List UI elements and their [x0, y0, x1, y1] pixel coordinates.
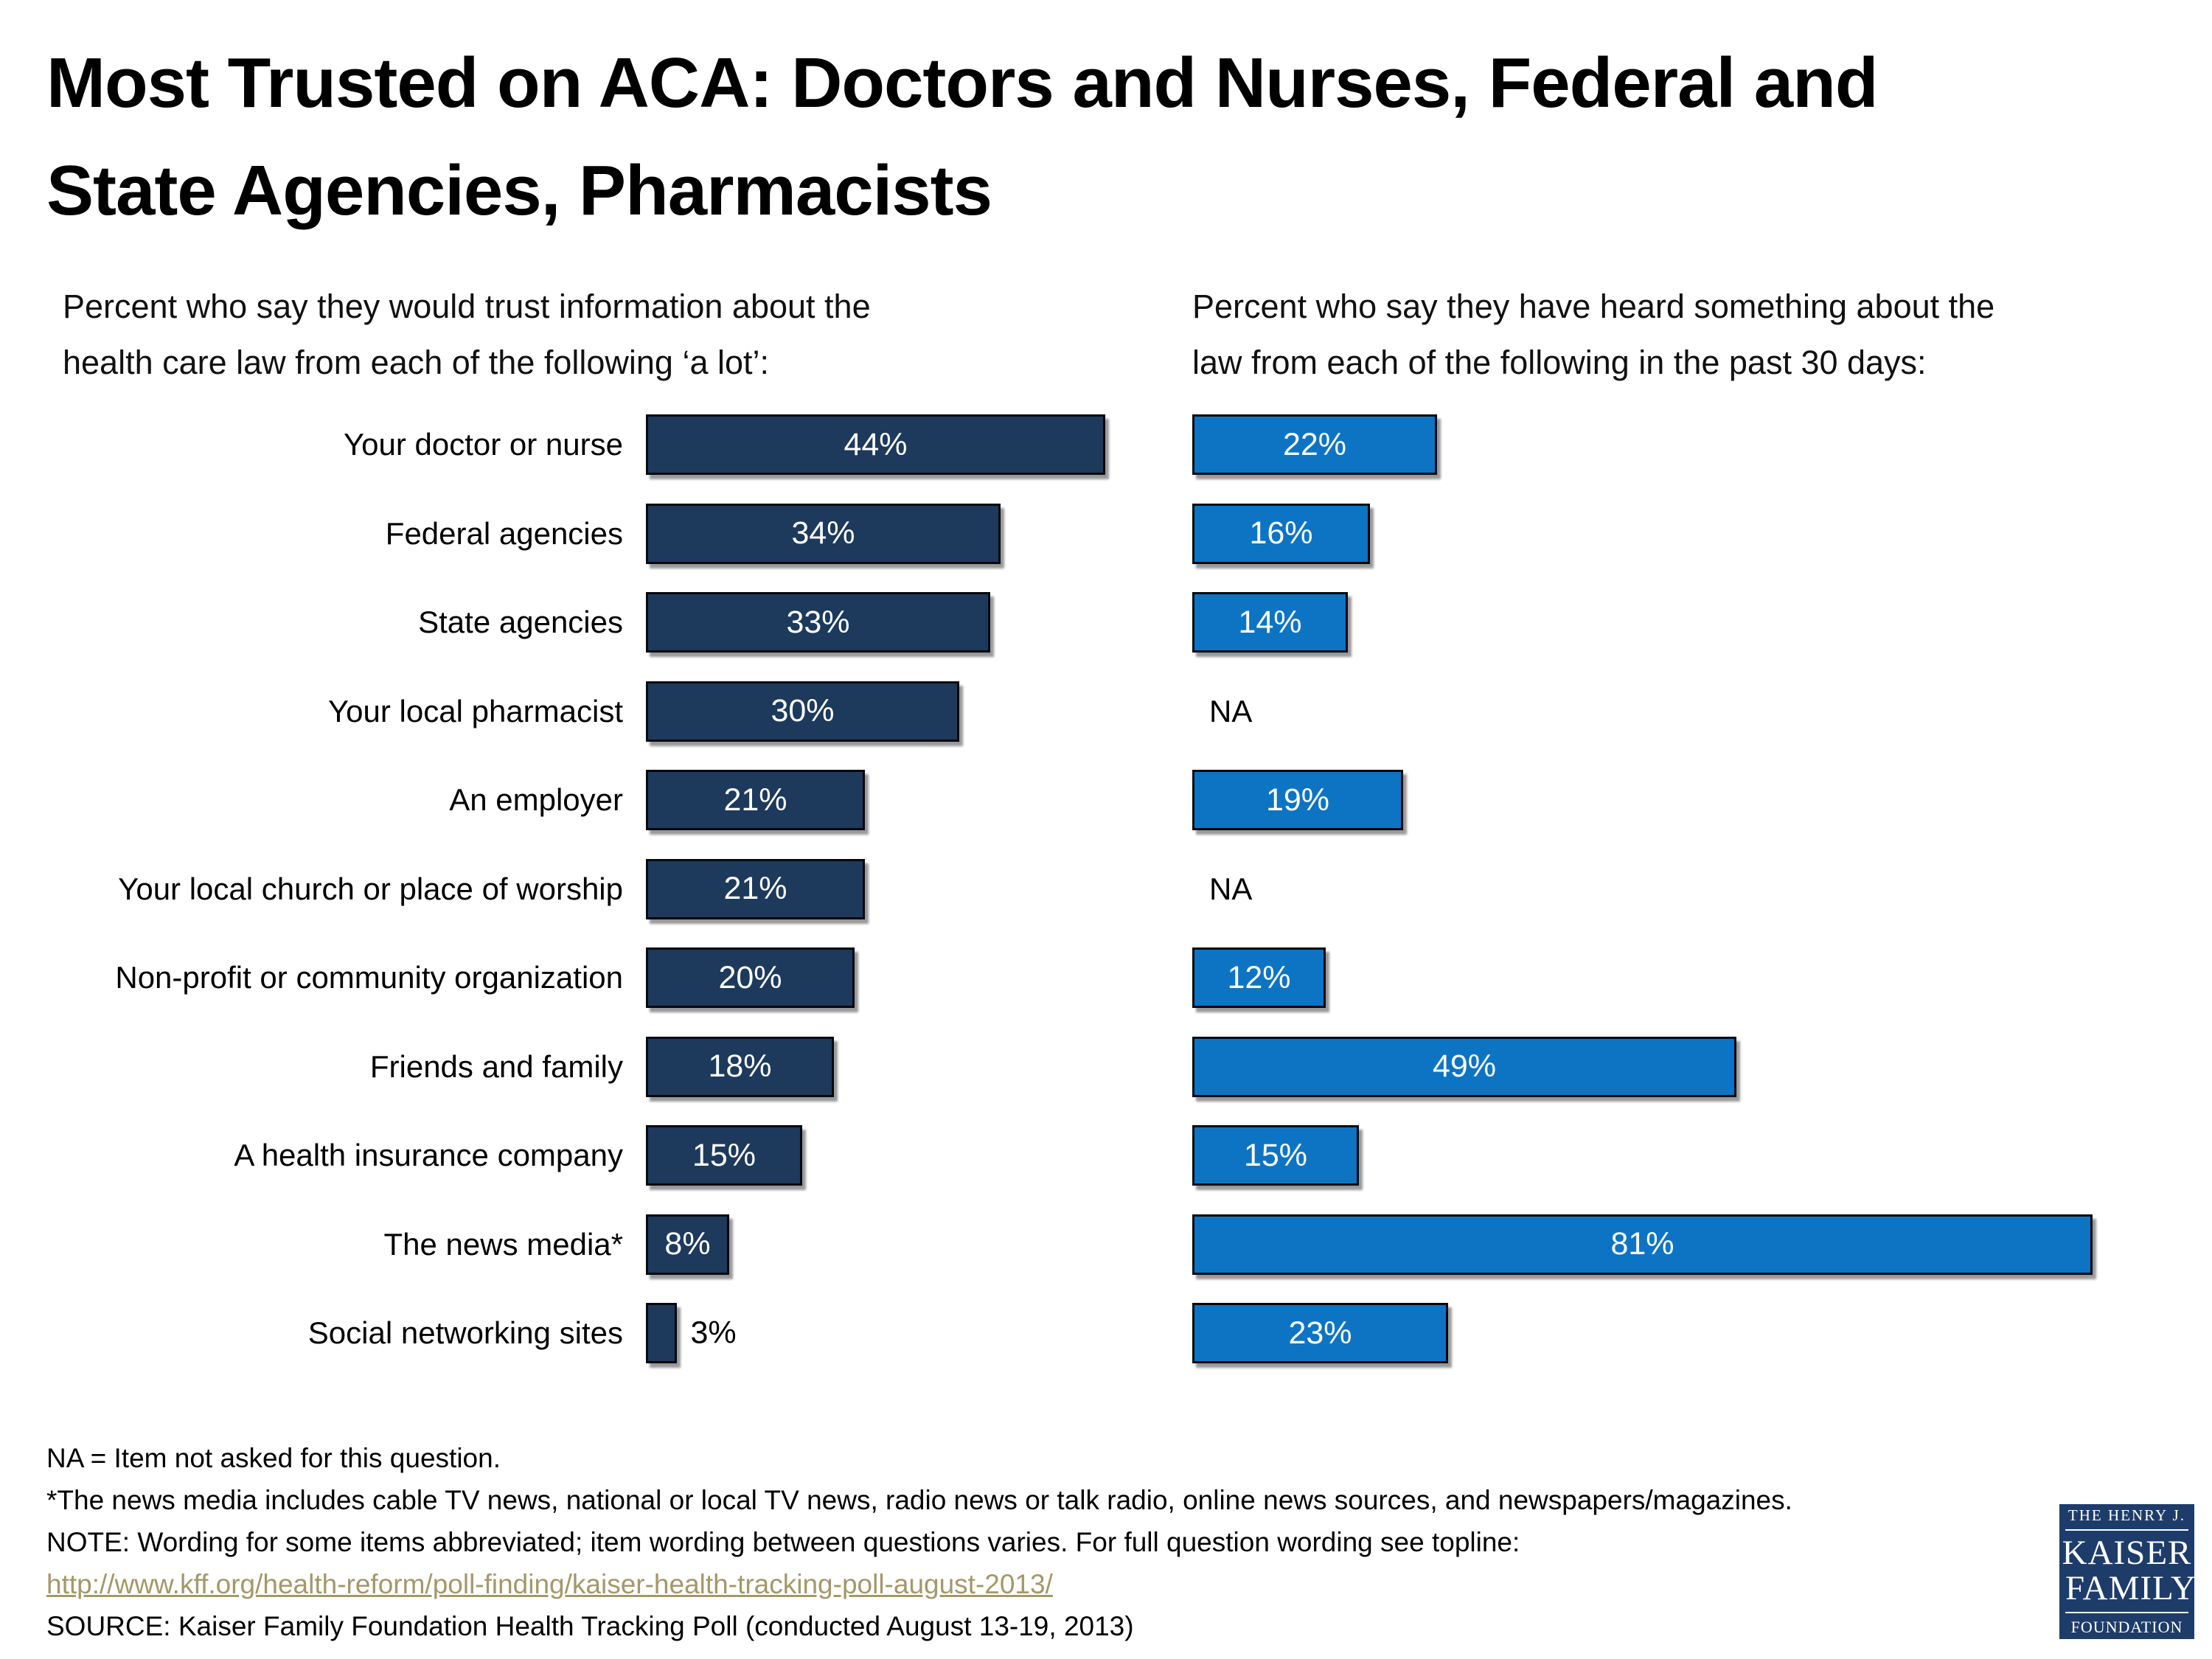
heard-bar-value: 12%	[1227, 959, 1291, 995]
kff-logo-foundation: FOUNDATION	[2070, 1618, 2183, 1636]
trust-bar-value: 21%	[723, 871, 787, 907]
chart-row: Your doctor or nurse 44% 22%	[0, 400, 2212, 490]
page-title-line2: State Agencies, Pharmacists	[46, 151, 992, 230]
trust-bar: 33%	[646, 592, 990, 653]
heard-bar: 22%	[1192, 414, 1437, 476]
chart-row: Federal agencies 34% 16%	[0, 490, 2212, 579]
left-chart-subtitle-line2: health care law from each of the followi…	[63, 344, 770, 381]
chart-row: An employer 21% 19%	[0, 756, 2212, 845]
trust-bar: 20%	[646, 947, 855, 1009]
heard-bar: 81%	[1192, 1214, 2093, 1275]
heard-bar-value: 22%	[1282, 426, 1347, 462]
chart-row: Social networking sites 3% 23%	[0, 1289, 2212, 1378]
category-label: Friends and family	[369, 1048, 623, 1084]
trust-bar-value: 21%	[723, 782, 787, 818]
category-label: A health insurance company	[234, 1138, 623, 1173]
heard-bar-value: 19%	[1265, 782, 1330, 818]
heard-bar: 19%	[1192, 770, 1403, 831]
trust-bar-value: 3%	[690, 1315, 737, 1351]
category-label: State agencies	[418, 605, 623, 640]
footnote-na: NA = Item not asked for this question.	[46, 1443, 501, 1473]
trust-bar: 30%	[646, 681, 959, 742]
heard-bar-value: 23%	[1288, 1315, 1352, 1351]
kff-logo-henry: THE HENRY J.	[2065, 1506, 2188, 1531]
heard-bar-value: 16%	[1249, 515, 1313, 552]
heard-bar: 23%	[1192, 1303, 1448, 1364]
trust-bar-value: 30%	[771, 693, 835, 729]
right-chart-subtitle: Percent who say they have heard somethin…	[1192, 279, 2195, 391]
chart-row: Friends and family 18% 49%	[0, 1023, 2212, 1112]
trust-bar-value: 15%	[692, 1137, 757, 1173]
heard-bar-value: 14%	[1238, 604, 1302, 640]
kff-logo-kaiser: KAISER	[2062, 1534, 2192, 1572]
heard-bar: 14%	[1192, 592, 1348, 653]
footnote-note: NOTE: Wording for some items abbreviated…	[46, 1527, 1520, 1557]
chart-row: A health insurance company 15% 15%	[0, 1111, 2212, 1200]
trust-bar-value: 33%	[786, 604, 850, 640]
kff-logo-family: FAMILY	[2065, 1571, 2196, 1613]
category-label: Your doctor or nurse	[343, 427, 623, 462]
category-label: Your local church or place of worship	[118, 871, 623, 906]
trust-bar-value: 8%	[664, 1226, 711, 1262]
topline-link[interactable]: http://www.kff.org/health-reform/poll-fi…	[46, 1569, 1053, 1599]
right-chart-subtitle-line2: law from each of the following in the pa…	[1192, 344, 1927, 381]
chart-row: State agencies 33% 14%	[0, 578, 2212, 667]
heard-bar-value: 49%	[1432, 1048, 1497, 1085]
trust-bar-value: 34%	[791, 515, 855, 552]
na-label: NA	[1209, 871, 1253, 906]
na-label: NA	[1209, 693, 1253, 728]
heard-bar: 16%	[1192, 503, 1370, 564]
category-label: The news media*	[383, 1226, 624, 1262]
heard-bar: 12%	[1192, 947, 1326, 1009]
footnote-source: SOURCE: Kaiser Family Foundation Health …	[46, 1611, 1134, 1641]
left-chart-subtitle: Percent who say they would trust informa…	[63, 279, 1110, 391]
category-label: An employer	[449, 782, 623, 818]
page-title-line1: Most Trusted on ACA: Doctors and Nurses,…	[46, 44, 1878, 122]
right-chart-subtitle-line1: Percent who say they have heard somethin…	[1192, 288, 1995, 325]
heard-bar: 15%	[1192, 1125, 1359, 1186]
trust-bar: 8%	[646, 1214, 729, 1275]
chart-row: Your local church or place of worship 21%…	[0, 845, 2212, 934]
heard-bar-value: 15%	[1243, 1137, 1308, 1173]
chart-row: The news media* 8% 81%	[0, 1200, 2212, 1290]
page-title: Most Trusted on ACA: Doctors and Nurses,…	[46, 29, 2170, 245]
trust-bar: 44%	[646, 414, 1105, 476]
category-label: Non-profit or community organization	[115, 960, 623, 995]
trust-bar	[646, 1303, 677, 1364]
footnotes: NA = Item not asked for this question. *…	[46, 1437, 2037, 1647]
chart-rows: Your doctor or nurse 44% 22% Federal agenci…	[0, 400, 2212, 1378]
chart-row: Non-profit or community organization 20% 1…	[0, 933, 2212, 1023]
left-chart-subtitle-line1: Percent who say they would trust informa…	[63, 288, 871, 325]
kff-logo: THE HENRY J. KAISER FAMILY FOUNDATION	[2059, 1504, 2196, 1639]
trust-bar-value: 18%	[708, 1048, 772, 1085]
trust-bar-value: 20%	[718, 959, 782, 995]
trust-bar: 21%	[646, 858, 865, 919]
category-label: Your local pharmacist	[328, 693, 623, 728]
footnote-news-media: *The news media includes cable TV news, …	[46, 1485, 1792, 1515]
heard-bar: 49%	[1192, 1036, 1736, 1097]
trust-bar-value: 44%	[844, 426, 908, 462]
footnote-link-line: http://www.kff.org/health-reform/poll-fi…	[46, 1563, 2037, 1605]
trust-bar: 15%	[646, 1125, 802, 1186]
chart-row: Your local pharmacist 30% NA	[0, 667, 2212, 757]
heard-bar-value: 81%	[1610, 1226, 1674, 1262]
trust-bar: 21%	[646, 770, 865, 831]
trust-bar: 34%	[646, 503, 1001, 564]
category-label: Federal agencies	[385, 515, 623, 551]
category-label: Social networking sites	[307, 1315, 623, 1351]
trust-bar: 18%	[646, 1036, 834, 1097]
